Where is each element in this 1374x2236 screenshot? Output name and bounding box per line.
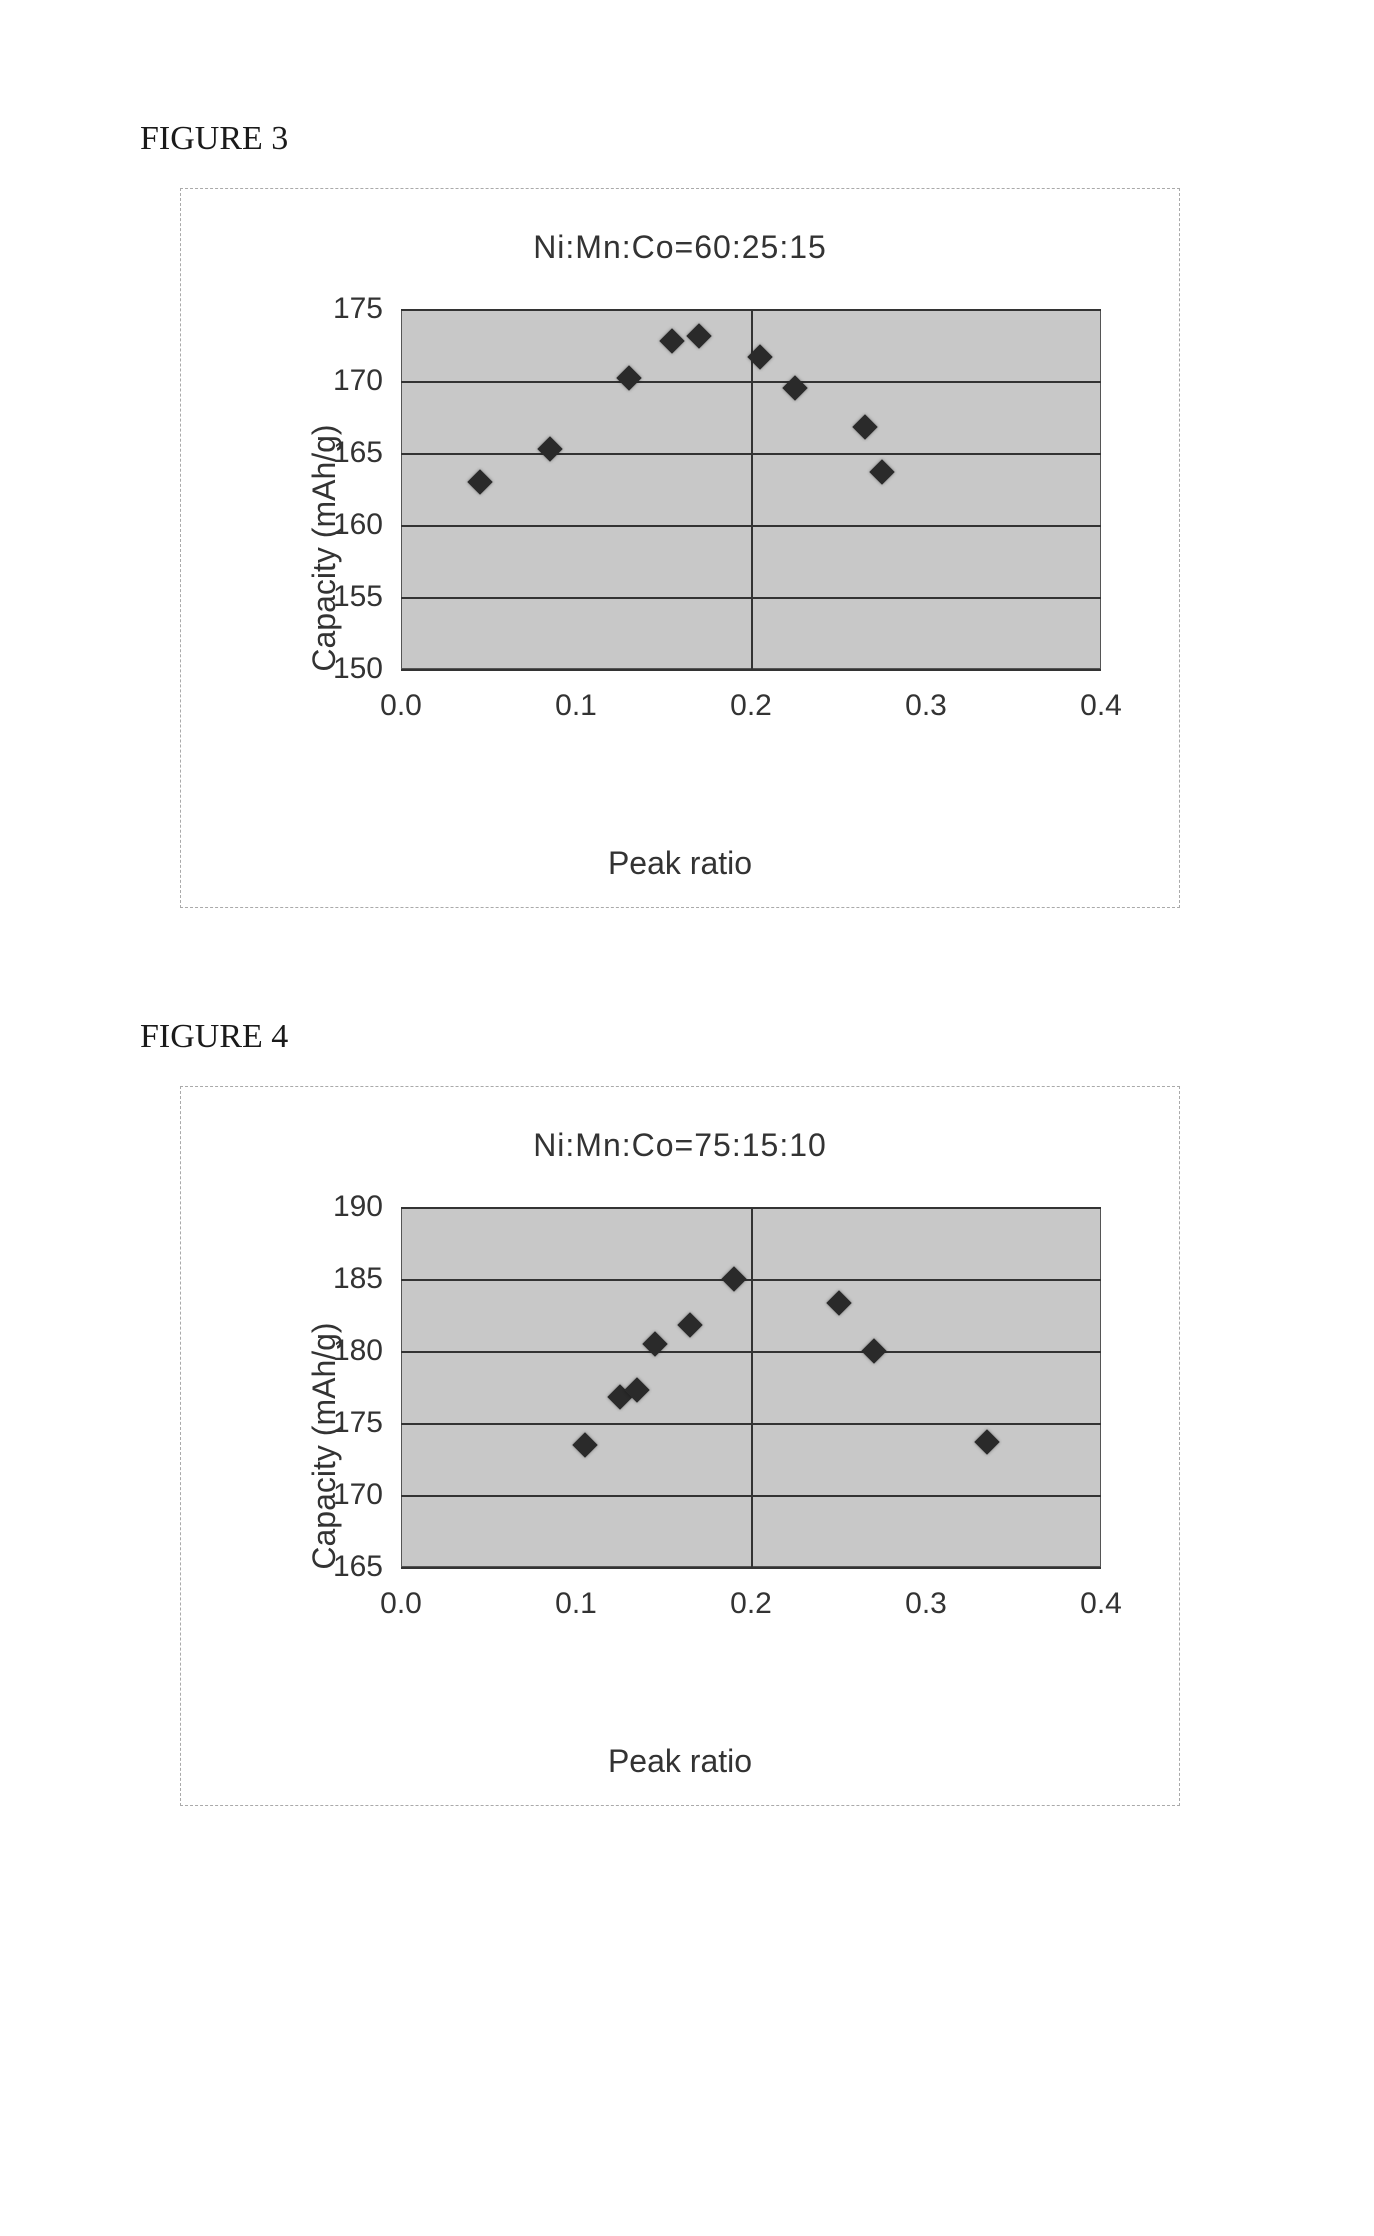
x-tick-label: 0.3 xyxy=(905,1567,947,1621)
figure-caption: FIGURE 4 xyxy=(140,1018,1234,1056)
x-tick-label: 0.0 xyxy=(380,669,422,723)
x-tick-label: 0.1 xyxy=(555,669,597,723)
page: FIGURE 3 Ni:Mn:Co=60:25:15 Capacity (mAh… xyxy=(0,0,1374,1976)
chart-title: Ni:Mn:Co=75:15:10 xyxy=(181,1127,1179,1164)
y-tick-label: 180 xyxy=(333,1334,401,1368)
x-tick-label: 0.0 xyxy=(380,1567,422,1621)
y-tick-label: 175 xyxy=(333,292,401,326)
figure-block-3: FIGURE 3 Ni:Mn:Co=60:25:15 Capacity (mAh… xyxy=(140,120,1234,908)
x-tick-label: 0.2 xyxy=(730,669,772,723)
y-tick-label: 165 xyxy=(333,436,401,470)
x-tick-label: 0.2 xyxy=(730,1567,772,1621)
figure-block-4: FIGURE 4 Ni:Mn:Co=75:15:10 Capacity (mAh… xyxy=(140,1018,1234,1806)
y-tick-label: 160 xyxy=(333,508,401,542)
y-tick-label: 190 xyxy=(333,1190,401,1224)
y-tick-label: 170 xyxy=(333,1478,401,1512)
x-axis-label: Peak ratio xyxy=(181,1743,1179,1780)
x-tick-label: 0.4 xyxy=(1080,669,1122,723)
plot-area: 1501551601651701750.00.10.20.30.4 xyxy=(401,309,1101,669)
x-axis-label: Peak ratio xyxy=(181,845,1179,882)
y-tick-label: 155 xyxy=(333,580,401,614)
gridline-vertical xyxy=(751,1207,753,1567)
chart-title: Ni:Mn:Co=60:25:15 xyxy=(181,229,1179,266)
y-tick-label: 175 xyxy=(333,1406,401,1440)
y-tick-label: 170 xyxy=(333,364,401,398)
x-tick-label: 0.3 xyxy=(905,669,947,723)
chart-container: Ni:Mn:Co=75:15:10 Capacity (mAh/g) 16517… xyxy=(180,1086,1180,1806)
figure-caption: FIGURE 3 xyxy=(140,120,1234,158)
x-tick-label: 0.4 xyxy=(1080,1567,1122,1621)
y-tick-label: 185 xyxy=(333,1262,401,1296)
x-tick-label: 0.1 xyxy=(555,1567,597,1621)
plot-area: 1651701751801851900.00.10.20.30.4 xyxy=(401,1207,1101,1567)
chart-container: Ni:Mn:Co=60:25:15 Capacity (mAh/g) 15015… xyxy=(180,188,1180,908)
